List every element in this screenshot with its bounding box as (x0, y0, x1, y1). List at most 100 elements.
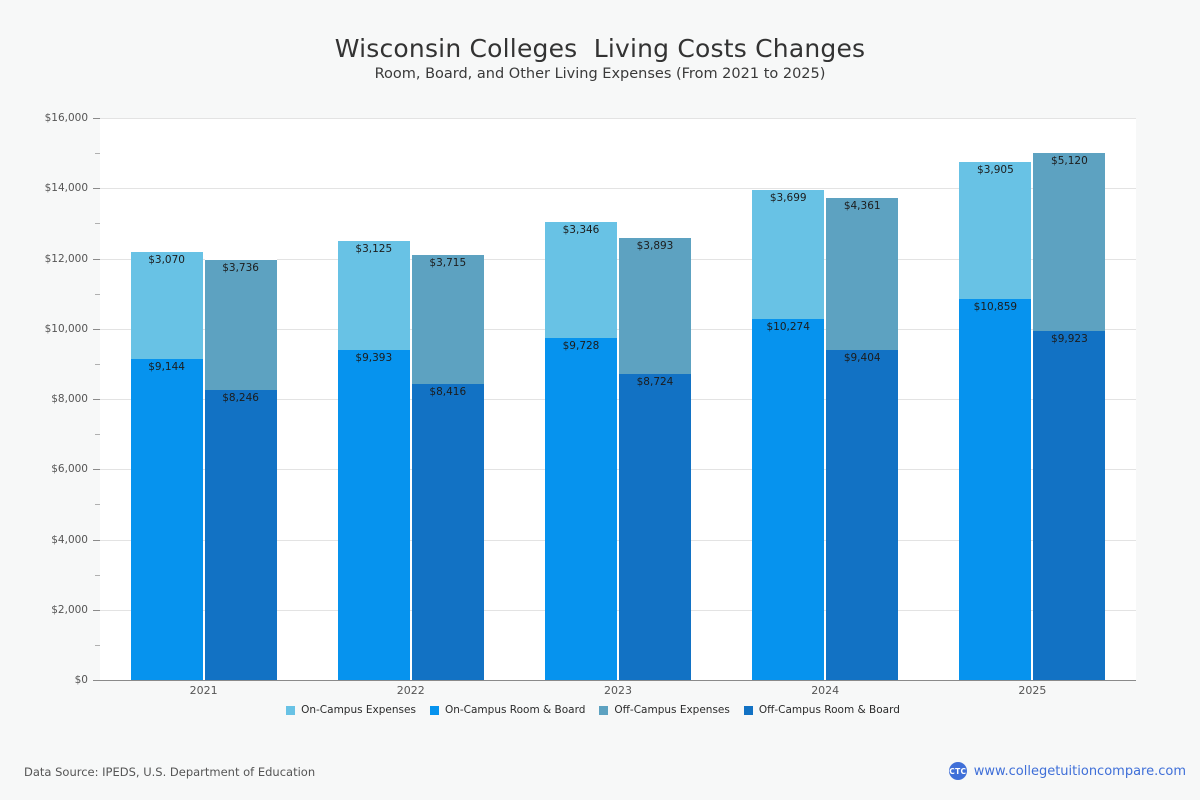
chart-legend: On-Campus Expenses On-Campus Room & Board… (0, 702, 1200, 722)
x-axis-label-2021: 2021 (189, 684, 218, 697)
y-axis-minor-tick (95, 153, 100, 155)
bar-value-label: $8,724 (636, 375, 674, 388)
y-axis-tick (93, 258, 100, 260)
bar-value-label: $3,715 (429, 256, 467, 269)
y-axis-minor-tick (95, 434, 100, 436)
bar-segment[interactable]: $3,715 (411, 253, 484, 385)
bar-value-label: $9,393 (355, 352, 393, 365)
bar-segment[interactable]: $4,361 (826, 196, 899, 350)
bar-value-label: $3,070 (148, 254, 185, 266)
legend-swatch-icon (286, 705, 296, 715)
bar-segment[interactable]: $3,125 (337, 240, 410, 351)
y-axis-tick (93, 469, 100, 471)
bar-segment[interactable]: $8,246 (204, 390, 277, 680)
y-axis-tick (93, 188, 100, 190)
y-axis-label: $2,000 (51, 603, 88, 616)
bar-value-label: $3,736 (222, 262, 259, 275)
y-axis-tick (93, 118, 100, 119)
legend-label: On-Campus Expenses (301, 704, 416, 716)
legend-label: On-Campus Room & Board (444, 704, 586, 716)
bar-value-label: $4,361 (843, 199, 881, 212)
x-axis-label-2025: 2025 (1018, 684, 1047, 697)
bar-segment[interactable]: $9,144 (130, 358, 203, 680)
y-axis-tick (93, 399, 100, 400)
legend-item[interactable]: Off-Campus Room & Board (743, 702, 900, 718)
y-axis-label: $6,000 (51, 463, 88, 476)
bar-segment[interactable]: $9,393 (337, 350, 410, 680)
bar-value-label: $3,905 (977, 164, 1014, 177)
y-axis-minor-tick (95, 223, 100, 225)
chart-subtitle: Room, Board, and Other Living Expenses (… (374, 66, 826, 82)
bar-segment[interactable]: $3,346 (545, 220, 617, 339)
bar-segment[interactable]: $10,859 (959, 298, 1032, 680)
y-axis-tick (93, 609, 100, 611)
bar-value-label: $10,274 (766, 321, 810, 334)
x-axis-label-2023: 2023 (604, 684, 632, 697)
gridline (100, 328, 1136, 330)
y-axis-label: $10,000 (44, 322, 88, 335)
bar-value-label: $9,923 (1051, 333, 1088, 346)
bar-segment[interactable]: $3,893 (619, 236, 691, 374)
bar-group-2025: $10,859 $3,905 $9,923 $5,120 (959, 118, 1106, 680)
y-axis-label: $14,000 (44, 182, 88, 195)
y-axis-minor-tick (95, 574, 100, 576)
bar-value-label: $9,404 (843, 351, 881, 364)
brand-url-link[interactable]: www.collegetuitioncompare.com (973, 763, 1186, 779)
data-source-note: Data Source: IPEDS, U.S. Department of E… (24, 765, 316, 779)
legend-swatch-icon (599, 705, 609, 715)
y-axis-minor-tick (95, 363, 100, 365)
bar-value-label: $10,859 (973, 300, 1018, 313)
y-axis-minor-tick (95, 504, 100, 506)
bar-value-label: $9,728 (562, 340, 600, 353)
bar-value-label: $9,144 (148, 360, 185, 373)
bar-value-label: $8,416 (429, 386, 467, 399)
bar-value-label: $3,893 (636, 239, 674, 252)
bar-segment[interactable]: $3,905 (959, 161, 1032, 299)
y-axis-tick (93, 328, 100, 330)
gridline (100, 469, 1136, 471)
y-axis-minor-tick (95, 293, 100, 295)
gridline (100, 258, 1136, 260)
bar-value-label: $3,346 (562, 223, 600, 236)
bar-segment[interactable]: $10,274 (752, 319, 825, 680)
gridline (100, 399, 1136, 400)
bar-group-2021: $9,144 $3,070 $8,246 $3,736 (130, 118, 277, 680)
bar-segment[interactable]: $3,699 (752, 189, 825, 320)
y-axis-minor-tick (95, 644, 100, 646)
bar-segment[interactable]: $3,070 (130, 251, 203, 359)
y-axis-label: $8,000 (51, 393, 88, 405)
y-axis-label: $4,000 (51, 533, 88, 546)
ctc-logo-icon: CTC (948, 762, 967, 780)
x-axis-label-2022: 2022 (396, 684, 425, 697)
bar-segment[interactable]: $9,923 (1033, 331, 1106, 680)
gridline (100, 539, 1136, 541)
bar-segment[interactable]: $5,120 (1033, 151, 1106, 332)
gridline (100, 118, 1136, 119)
x-axis-line (100, 680, 1136, 681)
chart-title: Wisconsin Colleges Living Costs Changes (334, 34, 866, 63)
gridline (100, 609, 1136, 611)
bar-segment[interactable]: $9,404 (826, 349, 899, 680)
y-axis-tick (93, 680, 100, 681)
bar-segment[interactable]: $9,728 (545, 338, 617, 680)
legend-item[interactable]: On-Campus Expenses (286, 702, 416, 718)
y-axis-label: $12,000 (44, 252, 88, 265)
brand-footer[interactable]: CTC www.collegetuitioncompare.com (948, 762, 1186, 780)
bar-value-label: $8,246 (222, 392, 259, 405)
y-axis-label: $0 (74, 674, 88, 686)
legend-swatch-icon (429, 705, 439, 715)
legend-item[interactable]: Off-Campus Expenses (599, 702, 730, 718)
gridline (100, 188, 1136, 190)
legend-label: Off-Campus Expenses (614, 704, 730, 716)
bar-segment[interactable]: $3,736 (204, 259, 277, 391)
y-axis-label: $16,000 (44, 112, 88, 124)
legend-item[interactable]: On-Campus Room & Board (429, 702, 586, 718)
bar-group-2024: $10,274 $3,699 $9,404 $4,361 (752, 118, 899, 680)
y-axis-tick (93, 539, 100, 541)
bar-value-label: $3,125 (355, 243, 393, 256)
bar-value-label: $5,120 (1051, 154, 1088, 167)
bar-segment[interactable]: $8,416 (411, 384, 484, 680)
bar-segment[interactable]: $8,724 (619, 373, 691, 680)
x-axis-label-2024: 2024 (811, 684, 840, 697)
bar-group-2022: $9,393 $3,125 $8,416 $3,715 (337, 118, 484, 680)
